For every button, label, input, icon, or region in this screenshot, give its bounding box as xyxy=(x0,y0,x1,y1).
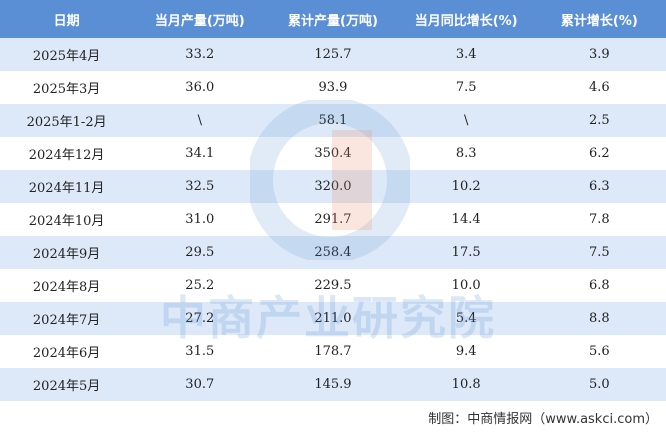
table-cell: 2.5 xyxy=(589,113,610,128)
table-cell: 10.0 xyxy=(451,278,481,293)
table-cell: \ xyxy=(463,113,469,128)
table-cell: 5.0 xyxy=(589,377,610,392)
table-row: 2024年9月 29.5 258.4 17.5 7.5 xyxy=(0,236,666,269)
header-cell: 累计增长(%) xyxy=(560,13,638,29)
table-cell: 32.5 xyxy=(185,179,215,194)
table-cell: 7.8 xyxy=(589,212,610,227)
table-cell: 291.7 xyxy=(266,203,399,236)
table-row: 2024年11月 32.5 320.0 10.2 6.3 xyxy=(0,170,666,203)
table-cell: 5.6 xyxy=(589,344,610,359)
table-row: 2024年12月 34.1 350.4 8.3 6.2 xyxy=(0,137,666,170)
header-cell: 当月产量(万吨) xyxy=(154,13,245,29)
table-cell: 2025年4月 xyxy=(32,49,101,64)
table-cell: 27.2 xyxy=(185,311,215,326)
table-cell: 2024年7月 xyxy=(32,313,101,328)
table-cell: 36.0 xyxy=(185,80,215,95)
table-row: 2024年10月 31.0 291.7 14.4 7.8 xyxy=(0,203,666,236)
table-cell: 2024年6月 xyxy=(32,346,101,361)
header-cell: 当月同比增长(%) xyxy=(414,13,518,29)
table-cell: 58.1 xyxy=(318,113,348,128)
table-row: 2024年7月 27.2 211.0 5.4 8.8 xyxy=(0,302,666,335)
table-cell: 6.8 xyxy=(589,278,610,293)
table-cell: 229.5 xyxy=(314,278,352,293)
header-cell: 累计产量(万吨) xyxy=(288,13,378,29)
table-cell: 17.5 xyxy=(451,245,481,260)
table-cell: 2024年9月 xyxy=(32,247,101,262)
table-cell: \ xyxy=(197,113,202,128)
table-cell: 6.3 xyxy=(589,179,610,194)
table-cell: 10.2 xyxy=(451,179,481,194)
watermark-logo xyxy=(250,100,410,260)
table-cell: 125.7 xyxy=(314,47,352,62)
table-row: 2025年1-2月 \ 58.1 \ 2.5 xyxy=(0,104,666,137)
table-cell: 2025年1-2月 xyxy=(26,115,107,130)
table-cell: 145.9 xyxy=(314,377,352,392)
table-cell: 178.7 xyxy=(314,344,352,359)
table-cell: 350.4 xyxy=(266,137,399,170)
table-cell: 2024年11月 xyxy=(28,181,105,196)
table-cell: 3.4 xyxy=(455,47,477,62)
table-cell: 2024年5月 xyxy=(32,379,101,394)
table-cell: 7.5 xyxy=(455,80,477,95)
table-cell: 2024年8月 xyxy=(32,280,101,295)
table-cell: 29.5 xyxy=(185,245,215,260)
table-row: 2025年4月 33.2 125.7 3.4 3.9 xyxy=(0,38,666,71)
table-cell: 14.4 xyxy=(451,212,481,227)
table-cell: 3.9 xyxy=(589,47,610,62)
table-row: 2024年8月 25.2 229.5 10.0 6.8 xyxy=(0,269,666,302)
table-cell: 2024年10月 xyxy=(28,214,105,229)
table-cell: 93.9 xyxy=(318,80,348,95)
footer: 制图：中商情报网（www.askci.com） xyxy=(428,412,658,427)
table-cell: 9.4 xyxy=(455,344,477,359)
table-cell: 25.2 xyxy=(185,278,215,293)
table-cell: 211.0 xyxy=(314,311,352,326)
header-cell: 日期 xyxy=(53,13,80,29)
table-cell: 2025年3月 xyxy=(32,82,101,97)
table-cell: 31.5 xyxy=(185,344,215,359)
header-row: 日期 当月产量(万吨) 累计产量(万吨) 当月同比增长(%) 累计增长(%) xyxy=(0,0,666,38)
table-row: 2025年3月 36.0 93.9 7.5 4.6 xyxy=(0,71,666,104)
table-cell: 4.6 xyxy=(589,80,610,95)
table-cell: 258.4 xyxy=(314,245,352,260)
table-cell: 33.2 xyxy=(185,47,215,62)
table-cell: 5.4 xyxy=(455,311,477,326)
table-cell: 7.5 xyxy=(589,245,610,260)
table-cell: 34.1 xyxy=(185,146,215,161)
table-row: 2024年5月 30.7 145.9 10.8 5.0 xyxy=(0,368,666,401)
table-cell: 2024年12月 xyxy=(28,148,105,163)
table-row: 2024年6月 31.5 178.7 9.4 5.6 xyxy=(0,335,666,368)
table-cell: 30.7 xyxy=(185,377,215,392)
watermark: 中商产业研究院 xyxy=(160,291,496,345)
table-cell: 10.8 xyxy=(451,377,481,392)
table-cell: 8.3 xyxy=(455,146,477,161)
table-cell: 320.0 xyxy=(266,170,399,203)
table-cell: 8.8 xyxy=(589,311,610,326)
table-cell: 6.2 xyxy=(589,146,610,161)
table-cell: 31.0 xyxy=(185,212,215,227)
